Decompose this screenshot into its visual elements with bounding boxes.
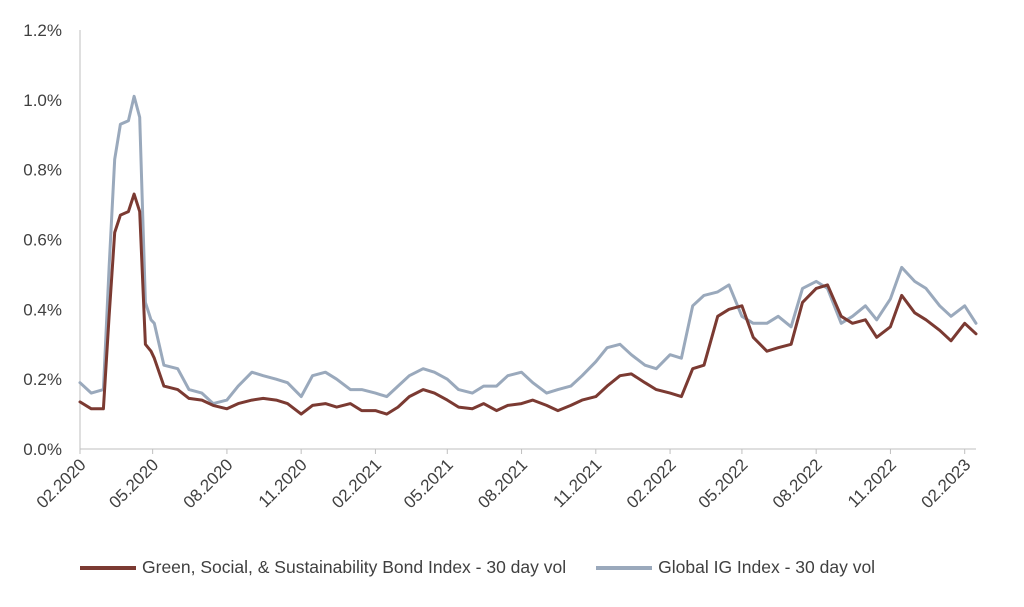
- x-tick-label: 11.2021: [549, 455, 605, 511]
- y-tick-label: 1.0%: [23, 91, 62, 110]
- x-tick-label: 11.2022: [844, 455, 900, 511]
- x-tick-label: 02.2022: [623, 455, 680, 512]
- series-layer: [78, 94, 978, 416]
- x-tick-label: 05.2022: [695, 455, 752, 512]
- x-tick-label: 08.2021: [474, 455, 531, 512]
- x-tick-label: 05.2020: [105, 455, 162, 512]
- y-tick-label: 0.6%: [23, 231, 62, 250]
- legend-item-green-bond: Green, Social, & Sustainability Bond Ind…: [80, 557, 566, 578]
- legend-label-green-bond: Green, Social, & Sustainability Bond Ind…: [142, 557, 567, 577]
- x-tick-label: 02.2023: [917, 455, 974, 512]
- x-tick-label: 05.2021: [400, 455, 457, 512]
- series-line-global-ig: [78, 94, 978, 406]
- legend: Green, Social, & Sustainability Bond Ind…: [80, 557, 905, 578]
- x-tick-label: 02.2021: [328, 455, 385, 512]
- legend-label-global-ig: Global IG Index - 30 day vol: [658, 557, 876, 577]
- y-tick-label: 1.2%: [23, 21, 62, 40]
- y-tick-label: 0.4%: [23, 300, 62, 319]
- legend-swatch-global-ig: [596, 565, 653, 570]
- x-tick-label: 08.2020: [180, 455, 237, 512]
- x-tick-label: 02.2020: [33, 455, 90, 512]
- y-axis: 0.0% 0.2% 0.4% 0.6% 0.8% 1.0% 1.2%: [23, 21, 81, 459]
- x-tick-label: 11.2020: [255, 455, 311, 511]
- x-axis: 02.2020 05.2020 08.2020 11.2020 02.2021 05.20…: [33, 448, 976, 512]
- legend-swatch-green-bond: [80, 565, 136, 570]
- series-line-green-bond: [78, 192, 978, 416]
- y-tick-label: 0.8%: [23, 161, 62, 180]
- y-tick-label: 0.2%: [23, 370, 62, 389]
- x-tick-label: 08.2022: [769, 455, 826, 512]
- y-tick-label: 0.0%: [23, 440, 62, 459]
- legend-item-global-ig: Global IG Index - 30 day vol: [596, 557, 875, 578]
